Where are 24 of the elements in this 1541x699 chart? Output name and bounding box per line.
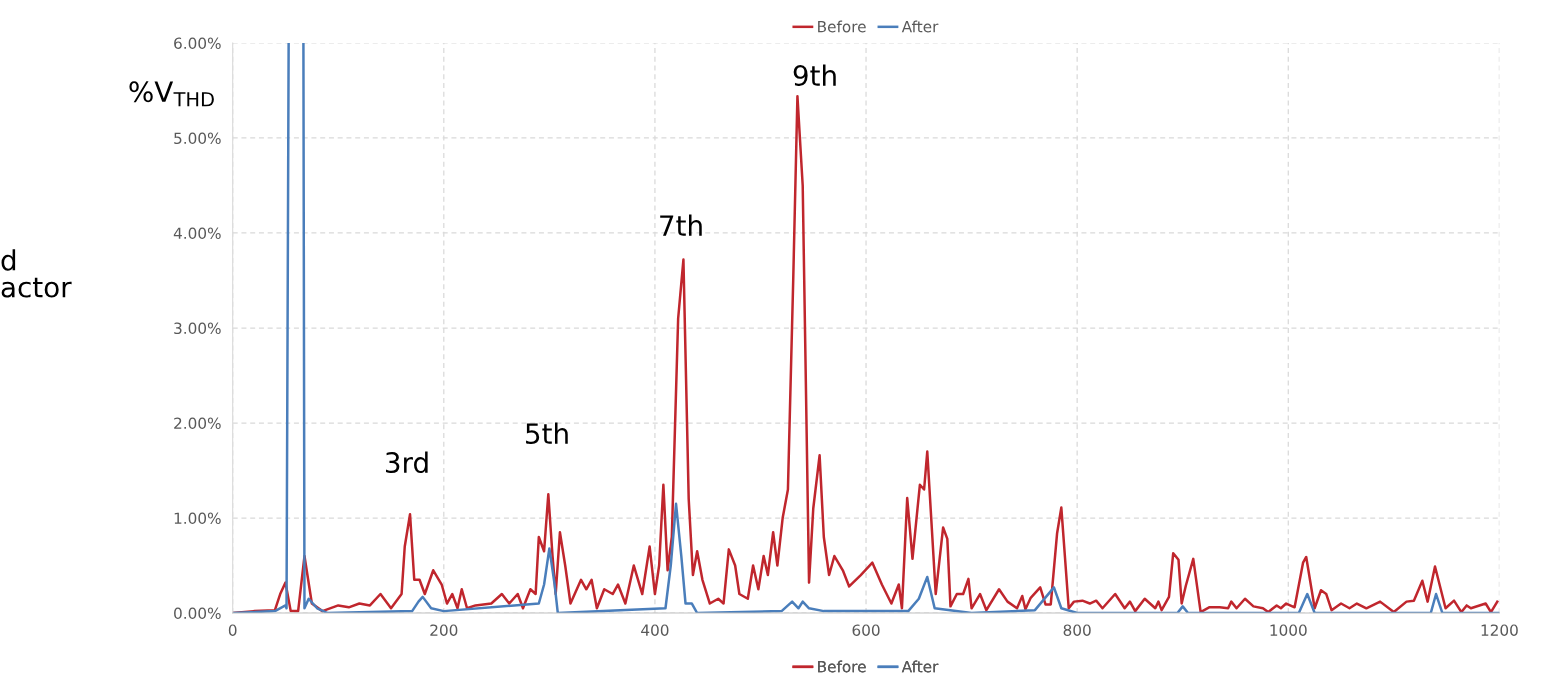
annotation: 3rd xyxy=(386,451,428,474)
text: Before xyxy=(818,20,866,33)
text: After xyxy=(901,660,939,673)
y-tick-label: 2.00% xyxy=(174,417,221,430)
x-tick-label: 1200 xyxy=(1481,624,1518,636)
y-tick-label: 5.00% xyxy=(174,132,221,145)
x-tick-label: 800 xyxy=(1063,624,1091,636)
x-tick-label: 600 xyxy=(852,624,880,636)
annotation: 9th xyxy=(793,64,836,87)
y-tick-label: 6.00% xyxy=(174,37,221,50)
x-tick-label: 0 xyxy=(228,624,237,636)
y-tick-label: 1.00% xyxy=(174,512,221,525)
x-tick-label: 400 xyxy=(641,624,669,636)
legend-label: Before xyxy=(818,660,866,673)
annotation: 7th xyxy=(660,214,702,236)
y-tick-label: 4.00% xyxy=(173,227,221,240)
y-tick-label: 3.00% xyxy=(174,322,221,335)
y-tick-label: 0.00% xyxy=(174,607,221,620)
text: d actor xyxy=(1,249,72,298)
annotation: 5th xyxy=(526,422,568,445)
text: %V$_{THD}$ xyxy=(129,81,214,107)
legend-label: After xyxy=(901,20,939,33)
x-tick-label: 200 xyxy=(430,624,458,636)
x-tick-label: 1000 xyxy=(1270,624,1307,636)
